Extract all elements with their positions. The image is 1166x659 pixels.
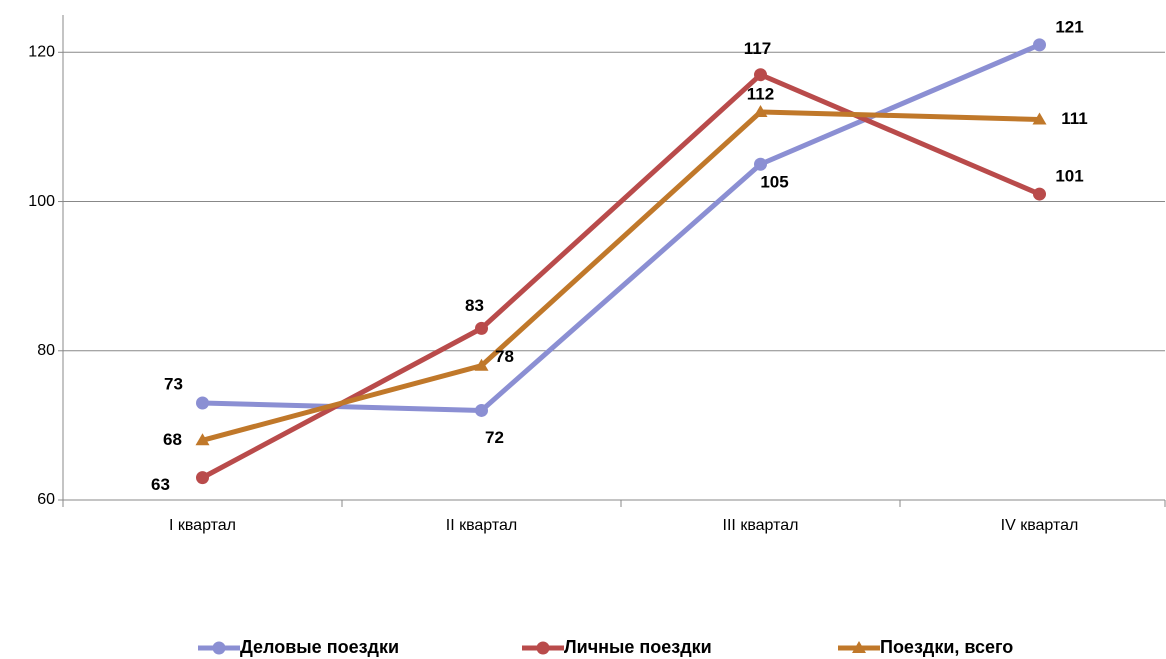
data-label: 72 <box>485 428 504 447</box>
data-point <box>754 157 767 171</box>
data-point <box>475 403 488 417</box>
x-tick-label: III квартал <box>723 517 799 534</box>
x-tick-label: II квартал <box>446 517 517 534</box>
legend-marker <box>536 641 550 655</box>
series-line <box>202 42 1041 413</box>
y-tick-label: 100 <box>28 193 55 210</box>
data-label: 63 <box>151 475 170 494</box>
data-point <box>1033 38 1046 52</box>
data-point <box>1033 187 1046 201</box>
data-point <box>475 321 488 335</box>
y-tick-label: 80 <box>37 342 55 359</box>
data-point <box>196 396 209 410</box>
data-label: 111 <box>1061 109 1088 128</box>
data-point <box>754 68 767 82</box>
data-point <box>195 433 210 446</box>
x-tick-label: IV квартал <box>1001 517 1079 534</box>
data-label: 105 <box>760 173 788 192</box>
data-label: 117 <box>744 39 771 58</box>
series-line <box>201 72 1041 480</box>
legend-label: Поездки, всего <box>880 637 1013 657</box>
data-point <box>1032 112 1047 125</box>
data-point <box>474 358 489 371</box>
data-label: 112 <box>747 84 774 103</box>
data-label: 78 <box>495 347 514 366</box>
data-label: 83 <box>465 296 484 315</box>
data-point <box>196 471 209 485</box>
data-label: 73 <box>164 374 183 393</box>
data-label: 68 <box>163 430 182 449</box>
x-tick-label: I квартал <box>169 517 236 534</box>
y-tick-label: 60 <box>37 491 55 508</box>
data-point <box>753 105 768 117</box>
series-line <box>201 109 1040 443</box>
data-label: 101 <box>1055 167 1083 186</box>
data-label: 121 <box>1055 17 1083 36</box>
legend-label: Личные поездки <box>564 637 712 657</box>
legend-marker <box>212 641 226 655</box>
y-tick-label: 120 <box>28 44 55 61</box>
legend-marker <box>852 641 866 653</box>
legend-label: Деловые поездки <box>240 637 399 657</box>
